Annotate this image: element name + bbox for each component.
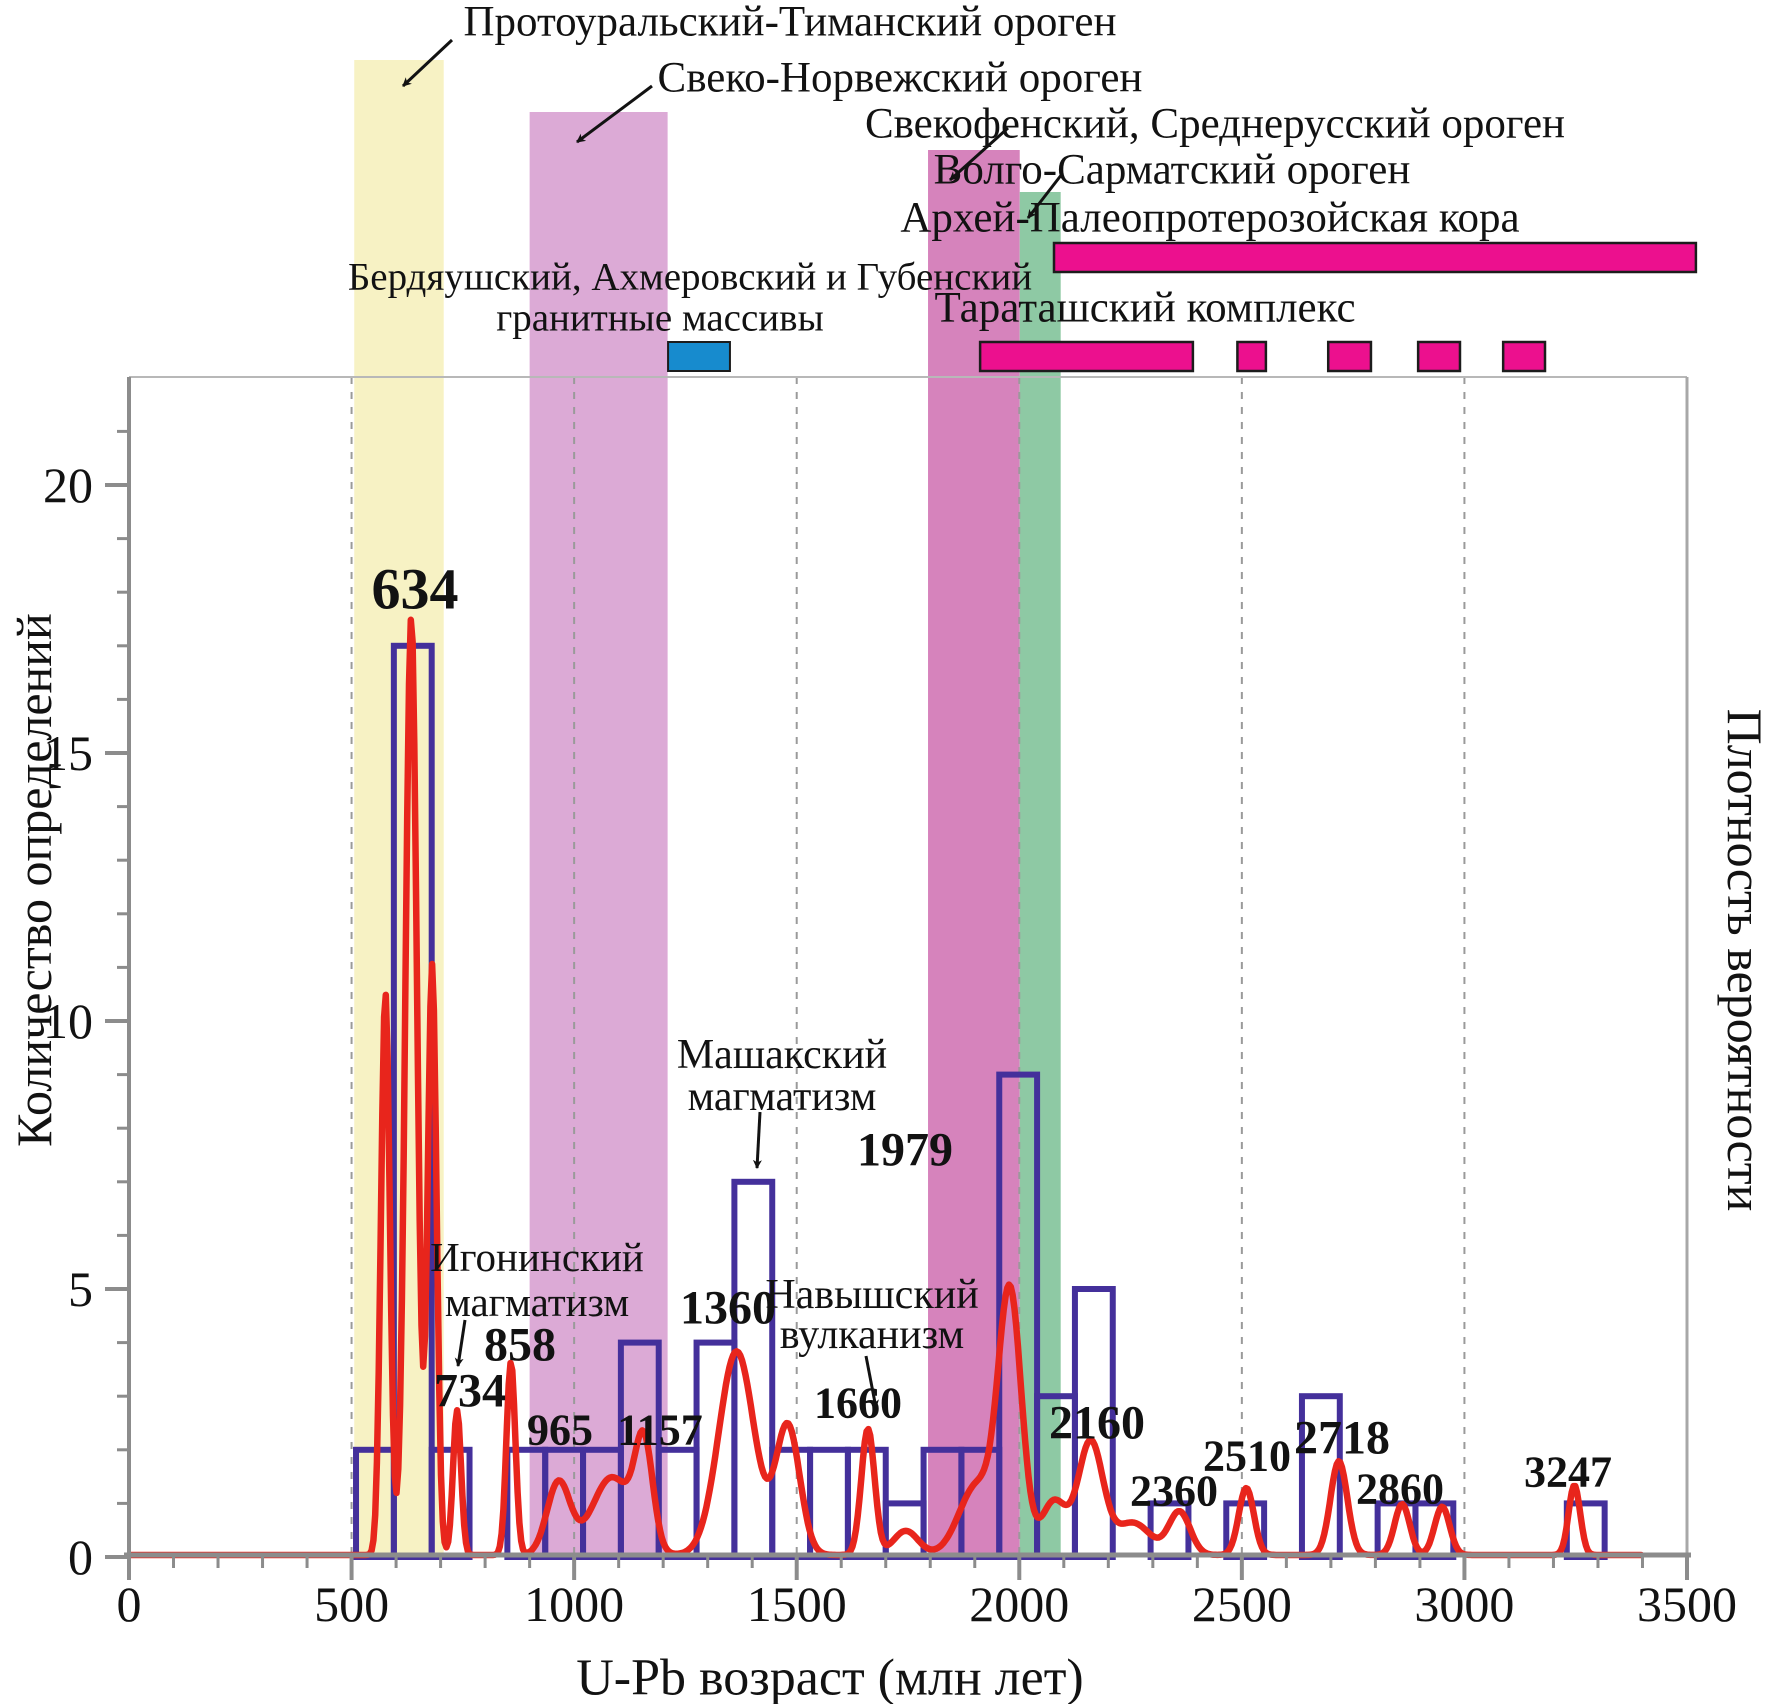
label-protouralian-timanian-orogen: Протоуральский-Тиманский ороген: [463, 0, 1116, 46]
annotation-arrow-navysh: [864, 1355, 879, 1409]
taratash-complex-bar-2: [1236, 340, 1268, 373]
annotation-mashak-line2: магматизм: [688, 1074, 877, 1120]
y-tick-label-15: 15: [43, 725, 93, 781]
annotation-navysh-line2: вулканизм: [780, 1312, 964, 1358]
taratash-complex-bar-5: [1501, 340, 1547, 373]
band-sveconorwegian: [529, 112, 668, 1555]
label-svecofennian-srednerusskiy-orogen: Свекофенский, Среднерусский ороген: [865, 101, 1565, 148]
y-axis-left-title: Количество определений: [6, 613, 62, 1147]
annotation-arrow-mashak: [752, 1111, 762, 1169]
label-sveconorwegian-orogen: Свеко-Норвежский ороген: [658, 55, 1143, 102]
y-tick-label-0: 0: [68, 1529, 93, 1585]
label-arrow-to-green-band: [1026, 173, 1064, 219]
x-tick-label-0: 0: [117, 1576, 142, 1632]
annotation-igoninsky-line2: магматизм: [445, 1279, 629, 1325]
x-tick-label-3500: 3500: [1637, 1576, 1737, 1632]
label-taratash-complex: Тараташский комплекс: [934, 285, 1355, 332]
peak-label-634: 634: [372, 557, 459, 622]
x-tick-label-1000: 1000: [524, 1576, 624, 1632]
label-berdyaush-granite-massifs-line1: Бердяушский, Ахмеровский и Губенский: [348, 256, 1032, 299]
x-tick-label-3000: 3000: [1414, 1576, 1514, 1632]
peak-label-3247: 3247: [1524, 1448, 1612, 1497]
peak-label-2510: 2510: [1203, 1432, 1291, 1481]
taratash-complex-bar-4: [1416, 340, 1462, 373]
peak-label-2860: 2860: [1356, 1465, 1444, 1514]
annotation-mashak-line1: Машакский: [677, 1032, 887, 1078]
peak-label-2360: 2360: [1130, 1467, 1218, 1516]
label-arrow-to-magenta-band: [948, 126, 1010, 182]
label-volgo-sarmatian-orogen: Волго-Сарматский ороген: [934, 147, 1411, 194]
peak-label-2718: 2718: [1294, 1412, 1390, 1465]
peak-label-2160: 2160: [1049, 1397, 1145, 1450]
x-tick-label-2000: 2000: [969, 1576, 1069, 1632]
y-axis-right-title: Плотность вероятности: [1717, 709, 1772, 1212]
peak-label-1360: 1360: [680, 1282, 776, 1335]
annotation-arrow-igoninsky: [454, 1319, 467, 1367]
peak-label-1660: 1660: [814, 1379, 902, 1428]
y-tick-label-20: 20: [43, 457, 93, 513]
label-arrow-to-pink-band: [576, 84, 653, 144]
annotation-igoninsky-line1: Игонинский: [430, 1234, 644, 1280]
y-tick-label-10: 10: [43, 993, 93, 1049]
peak-label-858: 858: [484, 1319, 556, 1372]
label-berdyaush-granite-massifs-line2: гранитные массивы: [496, 297, 824, 340]
probability-density-curve: [127, 616, 1645, 1559]
berdyaush-granite-massifs-bar: [667, 341, 731, 372]
taratash-complex-bar-1: [978, 340, 1195, 373]
x-axis-title: U-Pb возраст (млн лет): [576, 1650, 1083, 1704]
peak-label-1979: 1979: [857, 1124, 953, 1177]
peak-label-1157: 1157: [617, 1406, 703, 1455]
y-tick-label-5: 5: [68, 1261, 93, 1317]
taratash-complex-bar-3: [1326, 340, 1373, 373]
x-tick-label-2500: 2500: [1192, 1576, 1292, 1632]
peak-label-734: 734: [434, 1365, 506, 1418]
x-tick-label-500: 500: [314, 1576, 389, 1632]
archean-paleoproterozoic-crust-bar: [1052, 241, 1698, 274]
label-arrow-to-yellow-band: [401, 38, 454, 88]
band-volgo-sarmatian: [1019, 192, 1061, 1555]
x-tick-label-1500: 1500: [747, 1576, 847, 1632]
annotation-navysh-line1: Навышский: [765, 1272, 978, 1318]
label-archean-paleoproterozoic-crust: Архей-Палеопротерозойская кора: [900, 195, 1519, 242]
peak-label-965: 965: [527, 1406, 593, 1455]
